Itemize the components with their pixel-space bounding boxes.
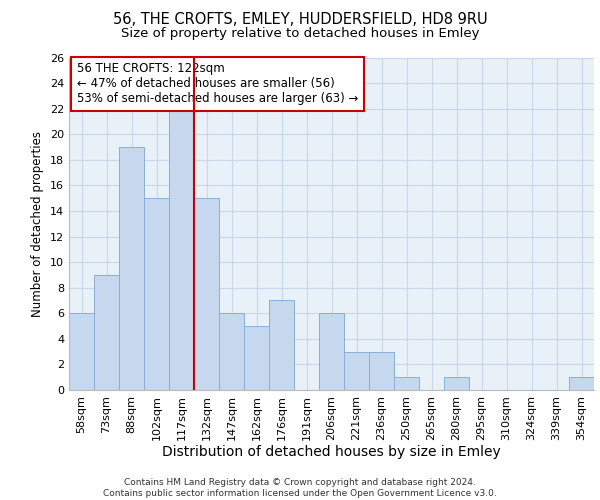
Text: Contains HM Land Registry data © Crown copyright and database right 2024.
Contai: Contains HM Land Registry data © Crown c… [103, 478, 497, 498]
Bar [569, 377, 594, 390]
Y-axis label: Number of detached properties: Number of detached properties [31, 130, 44, 317]
Bar [94, 275, 119, 390]
Bar [344, 352, 369, 390]
Bar [269, 300, 294, 390]
Bar [394, 377, 419, 390]
Bar [444, 377, 469, 390]
Bar [369, 352, 394, 390]
Text: 56, THE CROFTS, EMLEY, HUDDERSFIELD, HD8 9RU: 56, THE CROFTS, EMLEY, HUDDERSFIELD, HD8… [113, 12, 487, 28]
Bar [244, 326, 269, 390]
Text: 56 THE CROFTS: 122sqm
← 47% of detached houses are smaller (56)
53% of semi-deta: 56 THE CROFTS: 122sqm ← 47% of detached … [77, 62, 358, 106]
Text: Size of property relative to detached houses in Emley: Size of property relative to detached ho… [121, 28, 479, 40]
Bar [194, 198, 219, 390]
Bar [169, 108, 194, 390]
Bar [69, 314, 94, 390]
Bar [119, 147, 144, 390]
Bar [144, 198, 169, 390]
Bar [319, 314, 344, 390]
X-axis label: Distribution of detached houses by size in Emley: Distribution of detached houses by size … [162, 446, 501, 460]
Bar [219, 314, 244, 390]
